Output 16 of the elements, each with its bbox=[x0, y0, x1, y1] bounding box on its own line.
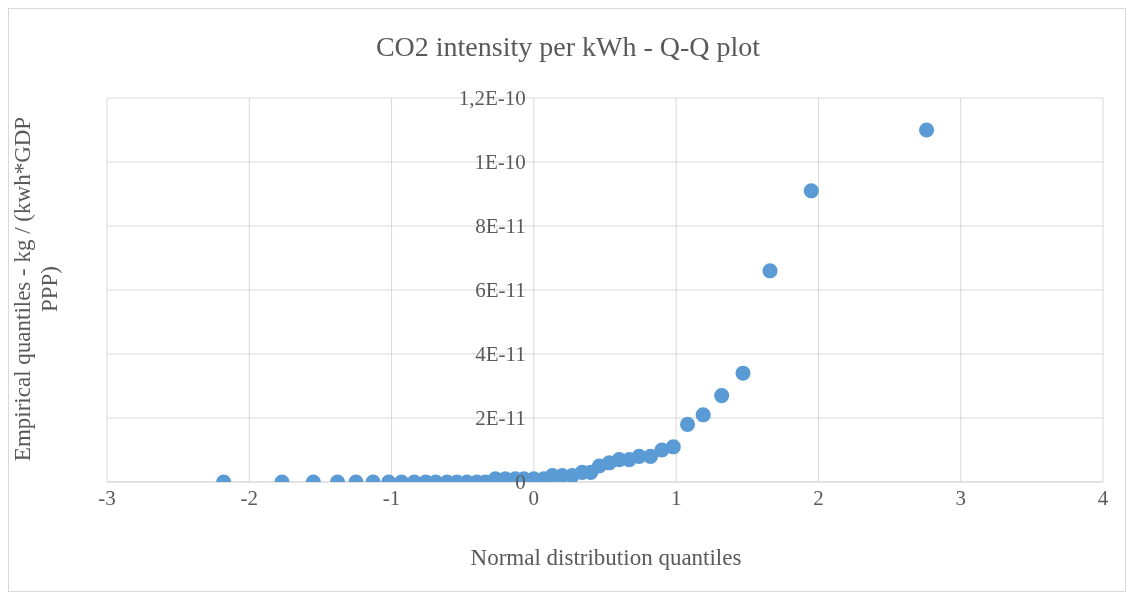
y-axis-title: Empirical quantiles - kg / (kwh*GDP PPP) bbox=[9, 115, 63, 464]
y-tick-label: 1,2E-10 bbox=[458, 86, 526, 110]
y-tick-label: 6E-11 bbox=[475, 278, 526, 302]
y-tick-label: 8E-11 bbox=[475, 214, 526, 238]
y-tick-label: 1E-10 bbox=[474, 150, 526, 174]
x-tick-label: -2 bbox=[240, 485, 259, 510]
x-tick-label: -3 bbox=[98, 485, 116, 510]
chart-title: CO2 intensity per kWh - Q-Q plot bbox=[374, 31, 762, 63]
y-tick-label: 2E-11 bbox=[475, 406, 526, 430]
x-tick-label: 1 bbox=[670, 485, 682, 510]
y-tick-label: 4E-11 bbox=[475, 342, 526, 366]
x-tick-label: 4 bbox=[1097, 485, 1109, 510]
x-tick-label: 2 bbox=[813, 485, 824, 510]
x-tick-label: 3 bbox=[955, 485, 966, 510]
x-axis-title: Normal distribution quantiles bbox=[469, 545, 743, 571]
x-tick-label: -1 bbox=[382, 485, 401, 510]
